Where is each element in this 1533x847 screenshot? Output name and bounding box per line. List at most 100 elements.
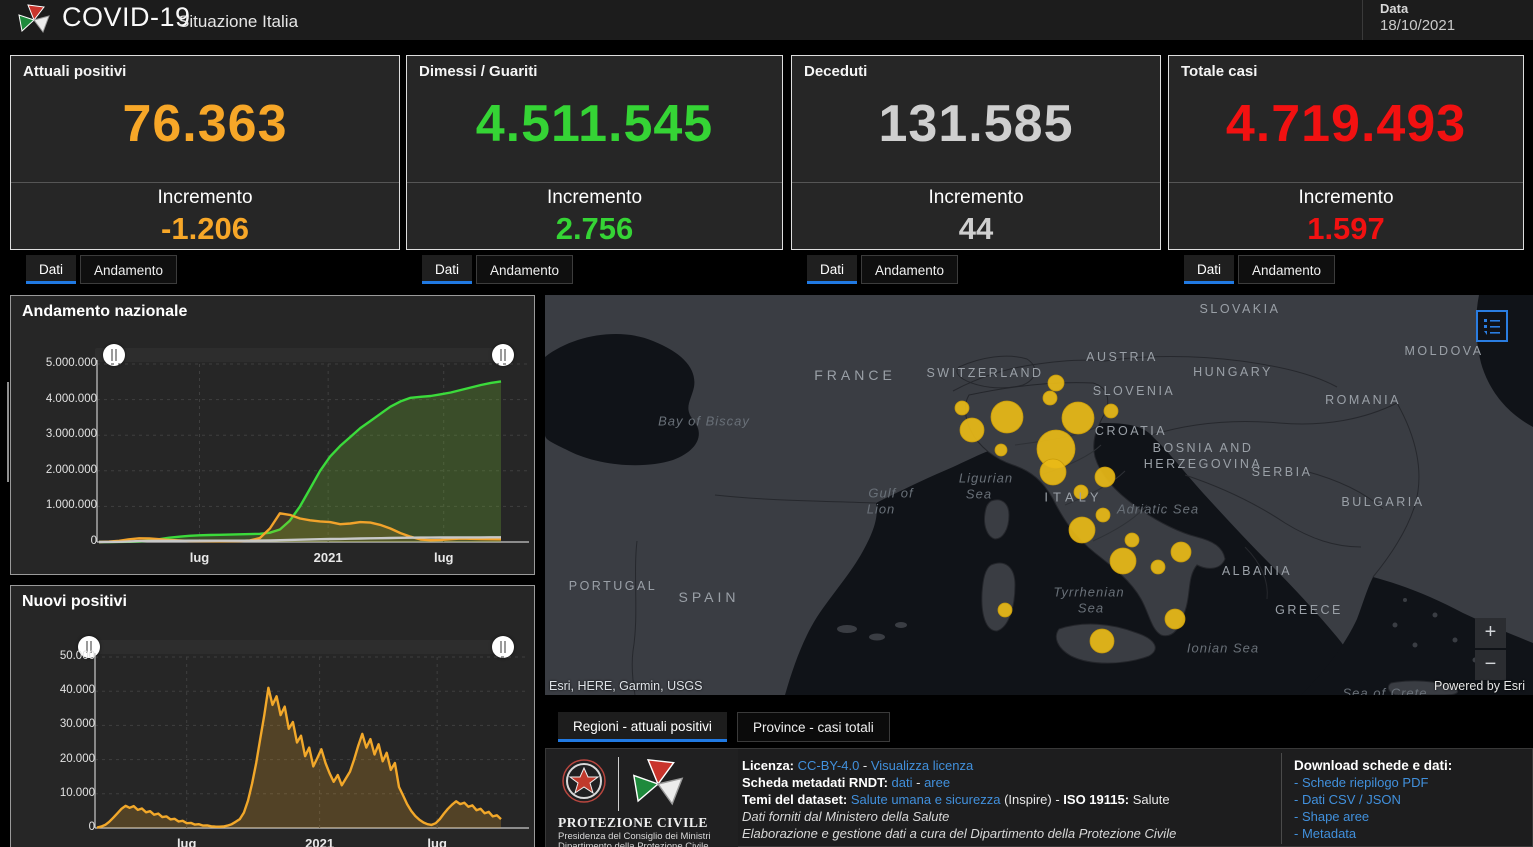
country-label: SPAIN <box>678 589 740 605</box>
metadata-link-aree[interactable]: aree <box>924 775 951 790</box>
tab-andamento[interactable]: Andamento <box>1238 255 1336 284</box>
chart-area[interactable] <box>11 296 534 574</box>
themes-label: Temi del dataset: <box>742 792 848 807</box>
license-link-view[interactable]: Visualizza licenza <box>870 758 974 773</box>
tab-dati[interactable]: Dati <box>26 255 77 284</box>
x-axis-label: lug <box>433 550 454 565</box>
slider-handle-right[interactable] <box>492 636 514 658</box>
series-fill-nuovi-positivi <box>97 687 501 828</box>
region-bubble[interactable] <box>1150 559 1166 575</box>
header-divider <box>1362 0 1363 40</box>
slider-handle-left[interactable] <box>78 636 100 658</box>
pc-logo-footer-icon <box>618 757 684 811</box>
region-bubble[interactable] <box>1103 403 1119 419</box>
zoom-out-button[interactable]: − <box>1475 650 1506 680</box>
card-value: 76.363 <box>122 95 288 153</box>
increment-value: 2.756 <box>555 211 634 246</box>
tab-dati[interactable]: Dati <box>1184 255 1235 284</box>
sea-label: Lion <box>866 501 896 517</box>
footer-bar: PROTEZIONE CIVILE Presidenza del Consigl… <box>545 748 1533 847</box>
region-bubble[interactable] <box>994 443 1008 457</box>
tab-andamento[interactable]: Andamento <box>861 255 959 284</box>
country-label: MOLDOVA <box>1404 344 1484 358</box>
region-bubble[interactable] <box>997 602 1013 618</box>
region-bubble[interactable] <box>1068 516 1096 544</box>
y-axis-label: 30.000 <box>59 718 95 731</box>
region-bubble[interactable] <box>990 400 1024 434</box>
country-label: CROATIA <box>1094 424 1168 438</box>
increment-label: Incremento <box>157 187 253 208</box>
license-line: Licenza: CC-BY-4.0 - Visualizza licenza <box>742 757 1280 774</box>
country-label: ROMANIA <box>1325 393 1401 407</box>
map-panel[interactable]: FRANCE SWITZERLAND AUSTRIA SLOVAKIA HUNGARY M… <box>545 295 1533 695</box>
country-label: HUNGARY <box>1193 365 1273 379</box>
region-bubble[interactable] <box>1164 608 1186 630</box>
card-value: 131.585 <box>878 95 1074 153</box>
metadata-link-dati[interactable]: dati <box>891 775 913 790</box>
chart-panel-national: Andamento nazionale 5.000.000 4.000.000 3.0… <box>10 295 535 575</box>
tab-dati[interactable]: Dati <box>807 255 858 284</box>
metadata-label: Scheda metadati RNDT: <box>742 775 888 790</box>
metadata-line: Scheda metadati RNDT: dati - aree <box>742 774 1280 791</box>
tab-andamento[interactable]: Andamento <box>476 255 574 284</box>
license-block: Licenza: CC-BY-4.0 - Visualizza licenza … <box>742 757 1280 842</box>
left-scrollbar[interactable] <box>7 382 9 482</box>
download-link[interactable]: - Metadata <box>1294 826 1357 841</box>
y-axis-label: 4.000.000 <box>45 392 97 405</box>
themes-tail: Salute <box>1129 792 1170 807</box>
region-bubble[interactable] <box>1039 458 1067 486</box>
region-bubble[interactable] <box>1170 541 1192 563</box>
slider-handle-left[interactable] <box>103 344 125 366</box>
chart-panel-new-cases: Nuovi positivi 50.000 40.000 30.000 20.000 10… <box>10 585 535 847</box>
org-line2: Dipartimento della Protezione Civile <box>558 841 709 847</box>
legend-button[interactable] <box>1476 310 1508 342</box>
region-bubble[interactable] <box>1124 532 1140 548</box>
region-bubble[interactable] <box>1095 507 1111 523</box>
y-axis-label: 50.000 <box>59 650 95 662</box>
y-axis-label: 2.000.000 <box>45 463 97 476</box>
download-link[interactable]: - Shape aree <box>1294 809 1370 824</box>
download-link[interactable]: - Dati CSV / JSON <box>1294 792 1401 807</box>
range-slider[interactable] <box>95 348 513 362</box>
sea-label: Sea <box>965 486 993 502</box>
stat-card: Totale casi 4.719.493 Incremento 1.597 <box>1168 55 1524 250</box>
region-bubble[interactable] <box>1047 374 1065 392</box>
sea-label: Ionian Sea <box>1186 640 1260 656</box>
region-bubble[interactable] <box>1109 547 1137 575</box>
footer-logo-block: PROTEZIONE CIVILE Presidenza del Consigl… <box>546 749 738 847</box>
date-value: 18/10/2021 <box>1380 17 1456 34</box>
powered-by-esri: Powered by Esri <box>1433 679 1525 693</box>
tab-andamento[interactable]: Andamento <box>80 255 178 284</box>
increment-label: Incremento <box>1298 187 1394 208</box>
range-slider[interactable] <box>89 640 513 654</box>
license-link-ccby[interactable]: CC-BY-4.0 <box>797 758 860 773</box>
card-title: Deceduti <box>804 63 868 80</box>
increment-label: Incremento <box>546 187 643 208</box>
region-bubble[interactable] <box>1094 466 1116 488</box>
tab-dati[interactable]: Dati <box>422 255 473 284</box>
region-bubble[interactable] <box>1089 628 1115 654</box>
zoom-in-button[interactable]: + <box>1475 618 1506 648</box>
stat-card: Dimessi / Guariti 4.511.545 Incremento 2.75… <box>406 55 783 250</box>
map-tab-province[interactable]: Province - casi totali <box>737 712 890 742</box>
org-name: PROTEZIONE CIVILE <box>558 815 708 830</box>
region-bubble[interactable] <box>959 417 985 443</box>
y-axis-label: 3.000.000 <box>45 428 97 441</box>
download-block: Download schede e dati: - Schede riepilo… <box>1294 757 1524 842</box>
panel-title: Andamento nazionale <box>22 303 188 320</box>
region-bubble[interactable] <box>1061 401 1095 435</box>
region-bubble[interactable] <box>1042 390 1058 406</box>
download-link[interactable]: - Schede riepilogo PDF <box>1294 775 1429 790</box>
region-bubble[interactable] <box>1073 484 1089 500</box>
license-sep: - <box>859 758 871 773</box>
themes-link-salute[interactable]: Salute umana e sicurezza <box>850 792 1001 807</box>
x-axis-label: lug <box>176 836 197 847</box>
region-bubble[interactable] <box>954 400 970 416</box>
chart-area[interactable] <box>11 586 534 847</box>
download-title: Download schede e dati: <box>1294 758 1453 773</box>
map-tab-regioni[interactable]: Regioni - attuali positivi <box>558 712 727 742</box>
x-axis-label: lug <box>189 550 210 565</box>
slider-handle-right[interactable] <box>492 344 514 366</box>
footer-divider <box>1281 753 1282 844</box>
